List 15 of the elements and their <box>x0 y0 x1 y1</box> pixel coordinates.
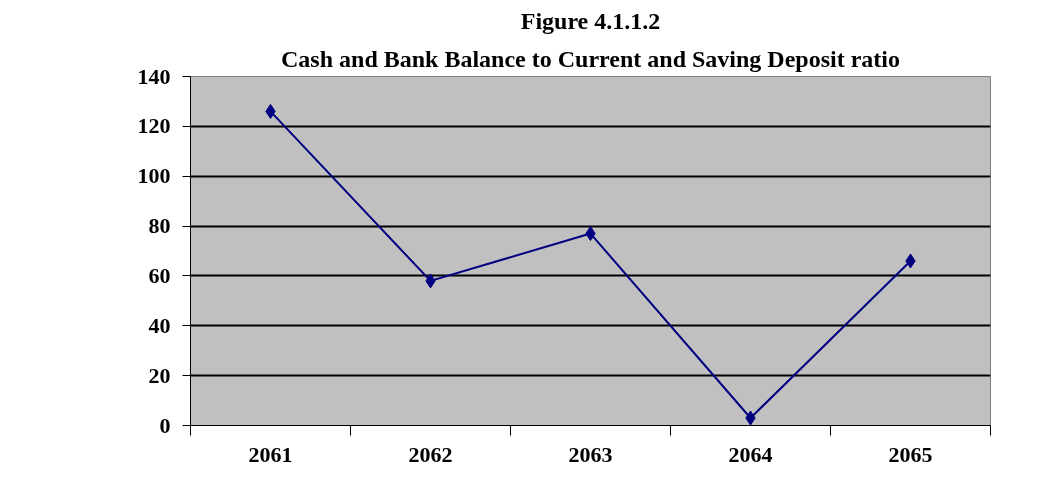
x-tick-label: 2062 <box>408 441 453 467</box>
y-tick-label: 120 <box>137 113 171 139</box>
y-tick-label: 40 <box>148 312 171 338</box>
y-tick-label: 80 <box>148 213 171 239</box>
chart-title: Cash and Bank Balance to Current and Saving Deposit ratio <box>281 45 900 72</box>
x-tick-label: 2065 <box>888 441 933 467</box>
y-tick-label: 0 <box>159 412 171 438</box>
x-tick-label: 2061 <box>248 441 293 467</box>
x-tick-label: 2063 <box>568 441 613 467</box>
chart-subtitle: Figure 4.1.1.2 <box>520 7 661 34</box>
y-tick-label: 60 <box>148 262 171 288</box>
y-tick-label: 20 <box>148 362 171 388</box>
y-tick-label: 100 <box>137 163 171 189</box>
x-tick-label: 2064 <box>728 441 773 467</box>
y-tick-label: 140 <box>137 63 171 89</box>
